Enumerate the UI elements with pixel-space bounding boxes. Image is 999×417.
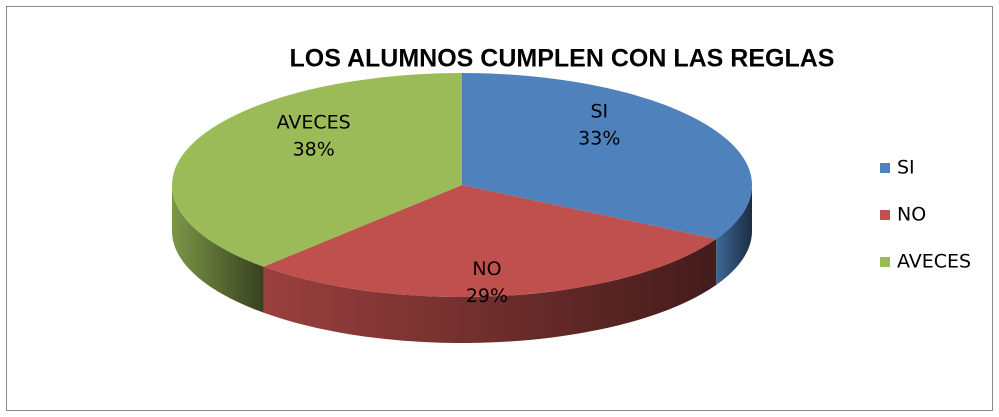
data-label-category: SI [590,101,608,123]
data-label-category: AVECES [277,112,351,134]
legend-swatch [880,257,890,267]
legend-label: SI [897,157,915,179]
slice-side [172,185,264,313]
legend-label: AVECES [897,251,971,273]
chart-title: LOS ALUMNOS CUMPLEN CON LAS REGLAS [290,45,835,73]
legend-swatch [880,163,890,173]
data-label-value: 33% [578,128,620,150]
slice-side [263,238,717,343]
legend-swatch [880,210,890,220]
slice [462,73,753,239]
legend-label: NO [897,204,926,226]
data-label-value: 29% [466,285,508,307]
data-label-value: 38% [293,139,335,161]
data-label-category: NO [472,258,501,280]
slice-side [716,185,752,285]
slice [263,185,717,297]
slice [171,73,462,267]
